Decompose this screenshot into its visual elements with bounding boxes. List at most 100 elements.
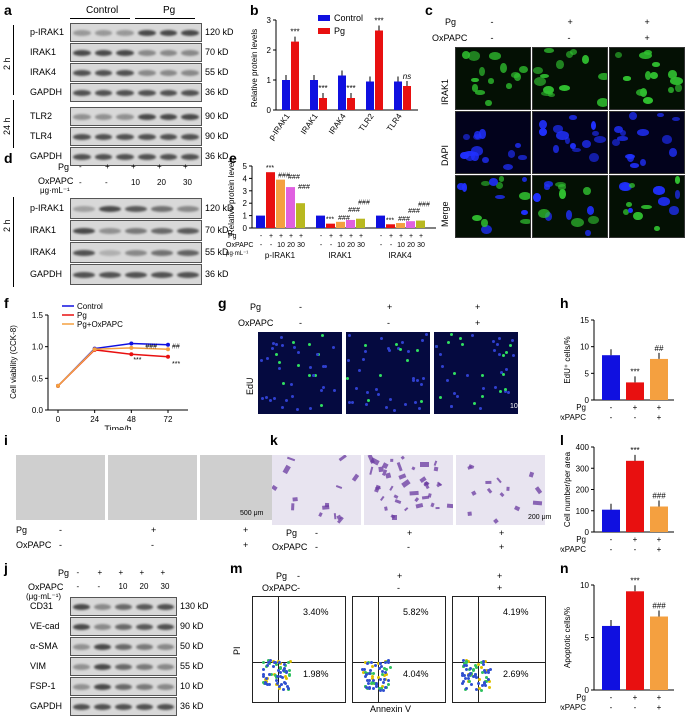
series-line bbox=[57, 349, 169, 387]
y-tick-label: 100 bbox=[576, 507, 590, 516]
event-dot bbox=[365, 672, 369, 676]
event-dot bbox=[467, 668, 471, 672]
lane-header: + bbox=[97, 568, 103, 577]
lane-header: - bbox=[270, 242, 273, 249]
event-dot bbox=[477, 682, 481, 685]
x-tick-label: p-IRAK1 bbox=[265, 251, 296, 260]
blot-row-kd: 50 kD bbox=[180, 641, 204, 651]
g-image bbox=[434, 332, 518, 414]
blot-row-label: TLR4 bbox=[30, 131, 53, 141]
event-dot bbox=[377, 675, 381, 679]
nucleus-mark bbox=[347, 401, 351, 405]
cell-mark bbox=[433, 460, 437, 466]
cell-mark bbox=[287, 457, 296, 463]
lane-header: 20 bbox=[407, 242, 415, 249]
nucleus-mark bbox=[481, 387, 485, 391]
k-image bbox=[456, 455, 545, 525]
k-scale: 200 μm bbox=[528, 514, 552, 521]
nucleus-mark bbox=[385, 406, 389, 410]
y-tick-label: 1.0 bbox=[32, 343, 44, 352]
cell-mark bbox=[317, 511, 323, 518]
lane-header: - bbox=[610, 703, 613, 712]
a-col-pg: Pg bbox=[163, 5, 176, 16]
event-dot bbox=[483, 681, 487, 685]
panel-label-c: c bbox=[425, 2, 433, 18]
nucleus-mark bbox=[466, 373, 470, 377]
nucleus-mark bbox=[275, 343, 279, 347]
blot-band bbox=[138, 113, 156, 120]
blot-strip bbox=[70, 597, 177, 616]
e-pg-label: Pg bbox=[228, 233, 237, 240]
cell-mark bbox=[674, 190, 681, 199]
cell-mark bbox=[436, 507, 440, 510]
cell-mark bbox=[586, 206, 595, 216]
c-image bbox=[609, 47, 685, 110]
condition-sign: + bbox=[243, 540, 249, 550]
lane-header: - bbox=[610, 413, 613, 422]
event-dot bbox=[371, 679, 375, 683]
event-dot bbox=[262, 660, 266, 664]
cell-mark bbox=[481, 218, 488, 228]
nucleus-mark bbox=[446, 378, 450, 382]
lane-header: - bbox=[610, 545, 613, 554]
sig-label: ## bbox=[172, 344, 180, 351]
condition-sign: - bbox=[397, 583, 400, 593]
cell-mark bbox=[401, 479, 411, 488]
g-image bbox=[258, 332, 342, 414]
blot-strip bbox=[70, 63, 202, 82]
blot-band bbox=[177, 249, 199, 256]
lane-header: + bbox=[157, 162, 162, 171]
blot-row-label: FSP-1 bbox=[30, 681, 56, 691]
condition-sign: + bbox=[151, 525, 157, 535]
cell-mark bbox=[558, 189, 567, 199]
blot-band bbox=[99, 227, 121, 234]
lane-header: + bbox=[657, 413, 662, 422]
blot-band bbox=[116, 29, 134, 36]
y-axis-label: Cell number/per area bbox=[563, 451, 572, 527]
nucleus-mark bbox=[399, 348, 403, 352]
cell-mark bbox=[627, 207, 633, 214]
bar bbox=[650, 616, 668, 690]
cell-mark bbox=[543, 181, 554, 188]
y-tick-label: 1 bbox=[267, 76, 272, 85]
nucleus-mark bbox=[376, 393, 380, 397]
gate-v bbox=[378, 597, 379, 702]
c-image bbox=[532, 111, 608, 174]
cell-mark bbox=[670, 77, 684, 86]
lane-header: - bbox=[79, 178, 82, 187]
a-time-2h: 2 h bbox=[2, 57, 12, 70]
blot-band bbox=[73, 663, 90, 670]
cell-mark bbox=[629, 182, 636, 188]
cell-mark bbox=[569, 49, 578, 56]
lane-header: + bbox=[105, 162, 110, 171]
cell-mark bbox=[616, 136, 628, 141]
event-dot bbox=[383, 677, 387, 681]
j-oxpapc-label: OxPAPC bbox=[28, 582, 64, 592]
lane-header: - bbox=[79, 162, 82, 171]
event-dot bbox=[278, 665, 282, 669]
blot-band bbox=[177, 227, 199, 234]
blot-strip bbox=[70, 127, 202, 146]
sig-label: ### bbox=[278, 173, 290, 180]
bar bbox=[347, 98, 355, 110]
blot-band bbox=[116, 153, 134, 160]
a-col-control: Control bbox=[86, 5, 119, 16]
blot-band bbox=[125, 271, 147, 278]
nucleus-mark bbox=[505, 368, 509, 372]
blot-row-kd: 90 kD bbox=[180, 621, 204, 631]
event-dot bbox=[265, 664, 269, 668]
event-dot bbox=[380, 664, 384, 668]
bar bbox=[282, 80, 290, 110]
chart-f: 0.0 0.5 1.0 1.5 Cell viability (CCK-8) 0 24 48 7… bbox=[9, 302, 188, 430]
event-dot bbox=[366, 682, 370, 686]
blot-band bbox=[94, 133, 113, 140]
y-tick-label: 15 bbox=[580, 316, 589, 325]
y-axis-label: Cell viability (CCK-8) bbox=[9, 325, 18, 399]
nucleus-mark bbox=[439, 395, 443, 399]
cell-mark bbox=[588, 152, 599, 163]
bar bbox=[406, 221, 415, 228]
lane-header: - bbox=[97, 582, 101, 591]
d-oxpapc-label: OxPAPC bbox=[38, 176, 74, 186]
event-dot bbox=[382, 680, 386, 684]
lane-header: - bbox=[634, 413, 637, 422]
